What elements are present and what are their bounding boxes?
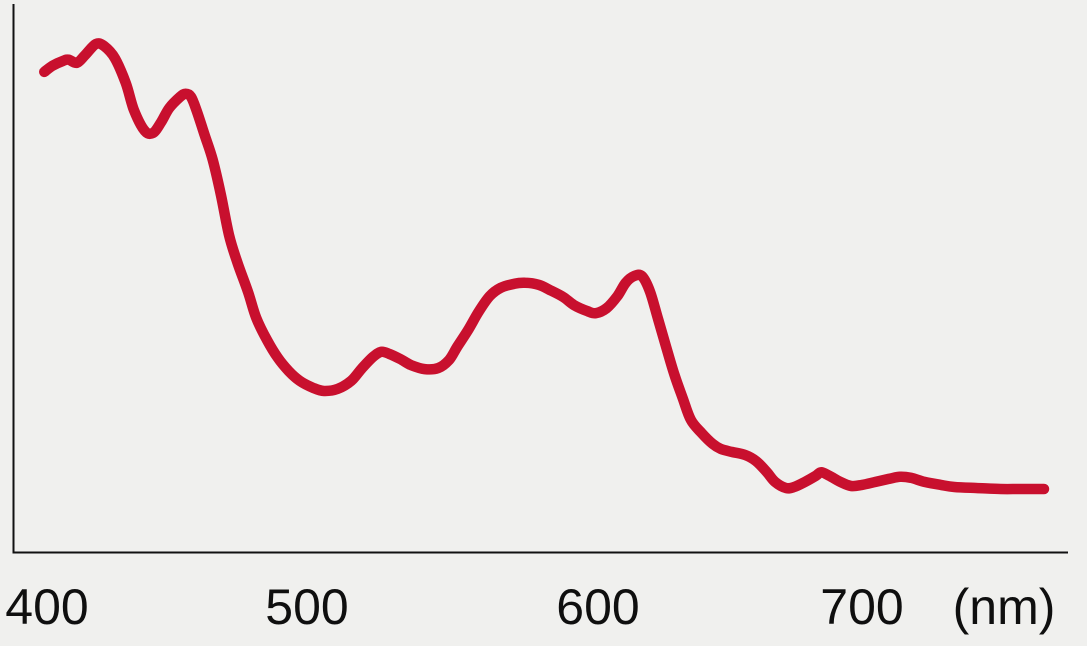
x-tick-label-700: 700: [820, 579, 904, 635]
x-axis-unit-label: (nm): [952, 579, 1056, 635]
spectral-curve: [39, 38, 1050, 495]
x-tick-label-600: 600: [556, 579, 640, 635]
x-tick-label-400: 400: [5, 579, 89, 635]
x-tick-label-500: 500: [265, 579, 349, 635]
